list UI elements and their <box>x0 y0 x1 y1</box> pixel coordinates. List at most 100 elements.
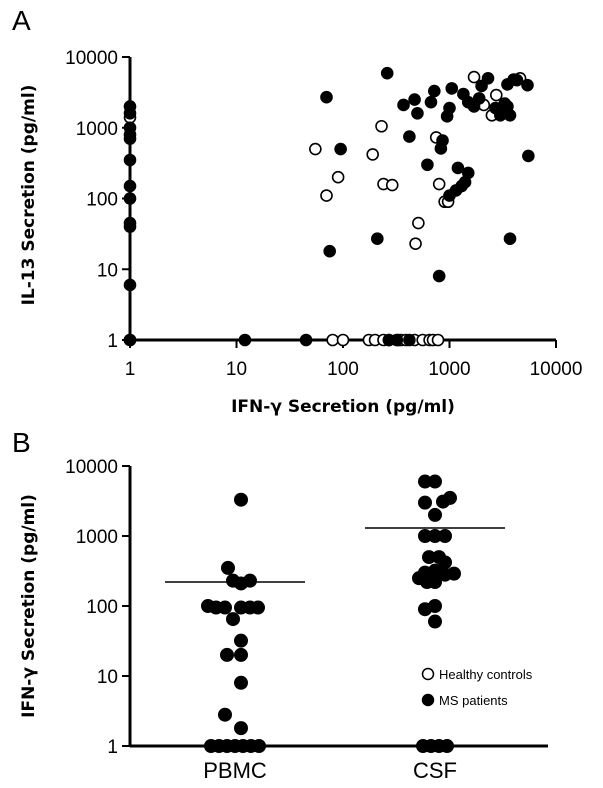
ms-patient-point <box>428 599 442 613</box>
category-label-csf: CSF <box>413 758 457 783</box>
ms-patient-point <box>428 507 442 522</box>
healthy-control-point <box>375 119 388 133</box>
ms-patient-point <box>428 474 442 489</box>
panel-b-y-tick-label: 1000 <box>76 527 118 548</box>
legend-entry-label: Healthy controls <box>439 667 533 682</box>
healthy-control-point <box>320 189 333 202</box>
ms-patient-point <box>123 153 137 167</box>
ms-patient-point <box>123 132 137 146</box>
panel-a-x-tick-label: 10 <box>226 359 247 380</box>
panel-a-x-tick-label: 1 <box>125 359 136 380</box>
ms-patient-point <box>421 158 434 172</box>
ms-patient-point <box>299 333 313 347</box>
panel-a-label: A <box>12 5 31 36</box>
panel-a-y-tick-label: 10 <box>97 260 118 281</box>
panel-b-label: B <box>12 427 31 458</box>
ms-patient-point <box>226 612 240 627</box>
healthy-control-point <box>412 216 425 230</box>
panel-b-y-ticks: 1 10 100 1000 10000 <box>65 457 130 758</box>
healthy-control-point <box>326 333 339 347</box>
ms-patient-point <box>397 98 410 112</box>
ms-patient-point <box>218 600 232 615</box>
ms-patient-point <box>243 573 257 588</box>
ms-patient-point <box>428 614 442 629</box>
ms-patient-point <box>220 647 234 662</box>
ms-patient-point <box>445 82 459 95</box>
ms-patient-point <box>123 179 137 193</box>
ms-patient-point <box>447 566 461 581</box>
ms-patient-point <box>403 130 416 143</box>
ms-patient-point <box>408 93 421 106</box>
ms-patient-point <box>238 333 252 347</box>
ms-patient-point <box>411 107 424 120</box>
ms-patient-point <box>323 244 336 258</box>
ms-patient-point <box>503 232 517 246</box>
ms-patient-point <box>234 675 248 690</box>
ms-patient-point <box>481 71 495 85</box>
ms-patient-point <box>234 721 248 736</box>
panel-a-x-ticks: 1 10 100 1000 10000 <box>125 340 583 380</box>
ms-patient-point <box>424 95 438 109</box>
panel-a: A 1 10 100 1000 10000 1 10 100 1000 10000 IFN-γ … <box>12 5 582 417</box>
ms-patient-point <box>418 495 432 510</box>
panel-b-y-axis-label: IFN-γ Secretion (pg/ml) <box>19 494 39 718</box>
healthy-control-point <box>431 333 445 347</box>
panel-a-points <box>123 66 535 347</box>
panel-a-x-tick-label: 100 <box>327 359 359 380</box>
ms-patient-point <box>234 633 248 648</box>
panel-a-x-axis-label: IFN-γ Secretion (pg/ml) <box>231 397 455 417</box>
ms-patient-point <box>432 269 446 283</box>
ms-patient-point <box>380 66 394 80</box>
panel-a-y-axis-label: IL-13 Secretion (pg/ml) <box>19 85 39 306</box>
ms-patient-point <box>472 92 486 105</box>
ms-patient-point <box>218 707 232 722</box>
ms-patient-point <box>334 142 347 156</box>
ms-patient-point <box>251 600 265 615</box>
healthy-control-point <box>467 70 481 84</box>
ms-patient-point <box>371 232 384 246</box>
ms-patient-point <box>123 333 137 347</box>
ms-patient-point <box>234 647 248 662</box>
ms-patient-point <box>428 575 442 590</box>
ms-patient-point <box>522 149 535 163</box>
ms-patient-point <box>521 78 534 92</box>
ms-patient-point <box>451 161 465 175</box>
panel-b-category-labels: PBMC CSF <box>203 758 457 783</box>
panel-a-y-tick-label: 1000 <box>76 119 118 140</box>
panel-a-y-tick-label: 1 <box>107 331 118 352</box>
healthy-control-point <box>336 333 350 347</box>
ms-patient-point <box>503 108 517 122</box>
panel-a-y-ticks: 1 10 100 1000 10000 <box>65 48 130 352</box>
legend-open-circle-marker <box>421 667 435 681</box>
ms-patient-point <box>390 333 404 347</box>
healthy-control-point <box>331 170 345 184</box>
panel-b: B 1 10 100 1000 10000 PBMC CSF IFN-γ Secretio… <box>12 427 548 783</box>
panel-a-x-tick-label: 10000 <box>530 359 583 380</box>
healthy-control-point <box>432 177 446 191</box>
panel-a-y-tick-label: 100 <box>86 190 118 211</box>
ms-patient-point <box>403 333 416 347</box>
ms-patient-point <box>443 101 456 115</box>
ms-patient-point <box>461 166 475 180</box>
healthy-control-point <box>309 142 322 156</box>
panel-a-y-tick-label: 10000 <box>65 48 118 69</box>
panel-a-x-tick-label: 1000 <box>428 359 470 380</box>
ms-patient-point <box>252 739 266 753</box>
ms-patient-point <box>440 739 454 753</box>
ms-patient-point <box>234 492 248 507</box>
ms-patient-point <box>320 90 333 104</box>
category-label-pbmc: PBMC <box>203 758 267 783</box>
healthy-control-point <box>366 148 379 161</box>
ms-patient-point <box>428 84 441 98</box>
ms-patient-point <box>443 490 457 505</box>
panel-b-points <box>201 474 461 753</box>
legend-entry-label: MS patients <box>439 693 508 708</box>
ms-patient-point <box>123 278 137 292</box>
panel-b-y-tick-label: 10000 <box>65 457 118 478</box>
panel-b-y-tick-label: 1 <box>107 737 118 758</box>
ms-patient-point <box>438 529 452 543</box>
panel-b-y-tick-label: 10 <box>97 667 118 688</box>
ms-patient-point <box>221 560 235 575</box>
legend: Healthy controls MS patients <box>421 667 533 708</box>
